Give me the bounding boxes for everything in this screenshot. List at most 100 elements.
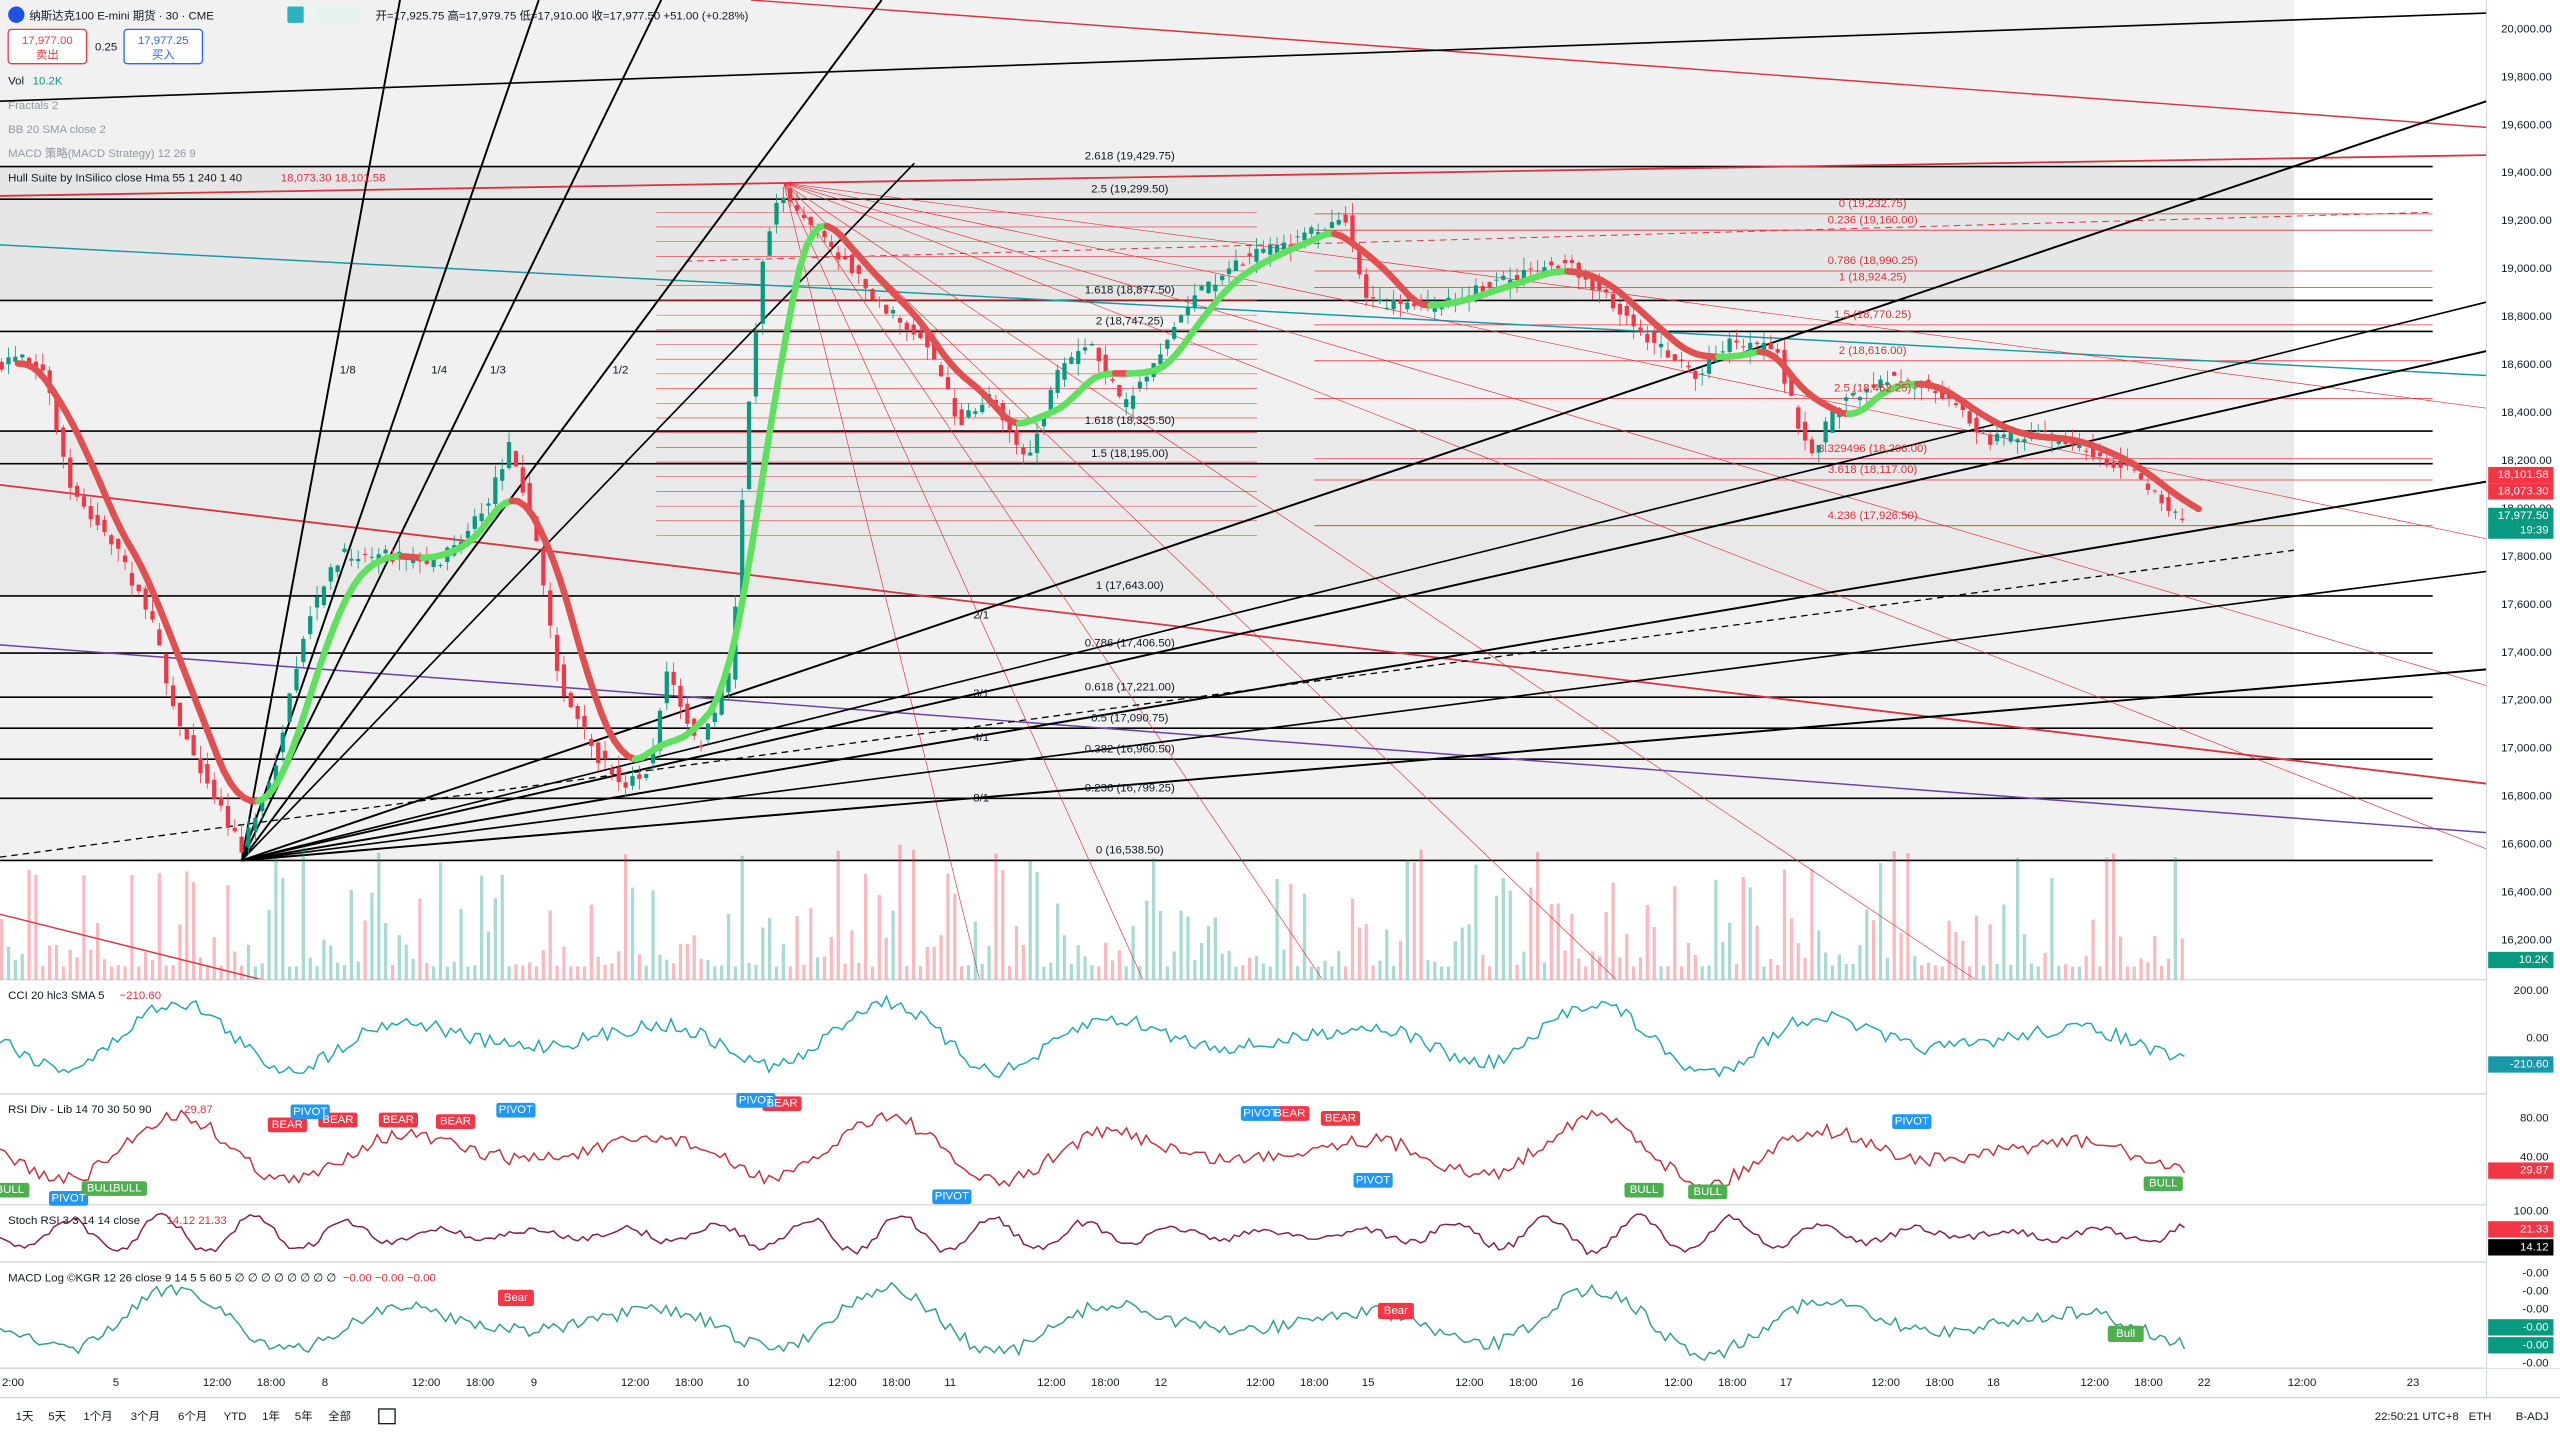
volume-bar [946,873,950,980]
candle-body [1302,232,1307,241]
candle-body [1268,244,1273,255]
volume-bar [233,951,237,980]
volume-bar [267,909,271,980]
candle-body [1967,411,1972,424]
buy-button[interactable] [123,28,204,65]
range-button[interactable]: 6个月 [178,1410,207,1423]
candle-body [362,553,368,556]
candle-body [177,702,183,727]
candle-body [2166,496,2171,511]
pane-title[interactable]: CCI 20 hlc3 SMA 5 [8,990,104,1002]
trend-line [685,211,2433,262]
signal-label: Bear [1384,1305,1408,1317]
signal-marker [1624,1182,1664,1198]
volume-bar [1035,872,1039,980]
pane-value: −0.00 −0.00 −0.00 [343,1272,436,1284]
volume-bar [109,966,113,980]
range-button[interactable]: 5天 [48,1411,66,1423]
volume-bar [102,959,107,980]
candle-body [918,331,923,339]
pane-title[interactable]: MACD Log ©KGR 12 26 close 9 14 5 5 60 5 … [8,1272,336,1284]
hull-line [323,625,337,651]
volume-bar [2153,936,2157,980]
time-axis-label: 8 [322,1377,328,1389]
symbol-logo [8,6,25,23]
volume-bar [445,966,449,980]
candle-body [1028,452,1033,456]
volume-bar [768,917,772,980]
candle-body [68,457,73,488]
volume-bar [2064,964,2068,980]
candle-body [0,361,4,370]
sell-label[interactable]: 卖出 [36,48,59,62]
range-button[interactable]: YTD [224,1411,247,1423]
range-button[interactable]: 3个月 [131,1410,160,1423]
range-button[interactable]: 1个月 [83,1410,112,1423]
volume-bar [281,877,285,980]
volume-bar [932,947,936,980]
indicator-name[interactable]: Hull Suite by InSilico close Hma 55 1 24… [8,172,242,184]
volume-bar [1988,924,1992,980]
candle-body [1665,350,1671,358]
buy-label[interactable]: 买入 [152,49,175,62]
candle-body [781,197,786,204]
sell-price[interactable]: 17,977.00 [22,35,73,47]
volume-bar [596,956,600,980]
range-button[interactable]: 1年 [262,1409,280,1423]
price-axis-label: 17,600.00 [2501,599,2552,611]
candle-body [1412,303,1417,307]
candle-body [1864,388,1869,393]
session-toggle[interactable]: ETH [2469,1411,2492,1423]
volume-bar [905,966,909,980]
range-button[interactable]: 5年 [295,1409,313,1423]
volume-bar [459,908,463,980]
volume-bar [569,966,573,980]
indicator-name[interactable]: Vol [8,76,24,88]
candle-body [829,242,834,247]
volume-bar [493,898,497,980]
candle-body [1240,264,1245,266]
status-pill[interactable] [313,6,363,23]
axes: 20,000.00 19,800.00 19,600.00 19,400.00 19,2… [2,23,2554,1389]
candle-body [2036,430,2041,432]
axis-tag [2488,1337,2554,1354]
symbol-title[interactable]: 纳斯达克100 E-mini 期货 · 30 · CME [29,8,214,22]
time-axis-label: 18:00 [882,1377,911,1389]
range-button[interactable]: 全部 [328,1409,351,1423]
candle-body [170,685,176,707]
pane-title[interactable]: RSI Div - Lib 14 70 30 50 90 [8,1104,151,1116]
range-button[interactable]: 1天 [16,1411,34,1423]
candle-body [328,567,333,582]
sell-button[interactable] [7,28,88,65]
volume-bar [1508,890,1512,980]
volume-bar [726,914,731,980]
pane-axis-label: -210.60 [2510,1059,2549,1071]
candle-body [424,558,429,564]
volume-bar [1652,926,1656,980]
adjust-toggle[interactable]: B-ADJ [2516,1411,2549,1423]
pane-title[interactable]: Stoch RSI 3 3 14 14 close [8,1215,140,1227]
candle-body [705,723,711,740]
indicator-name[interactable]: MACD 策略(MACD Strategy) 12 26 9 [8,146,196,160]
volume-bar [1158,910,1163,980]
volume-bar [665,959,669,980]
price-axis-label: 17,000.00 [2501,743,2552,755]
hull-line [789,264,803,304]
indicator-name[interactable]: Fractals 2 [8,100,58,112]
buy-price[interactable]: 17,977.25 [138,35,189,47]
time-axis-label: 12:00 [1664,1377,1693,1389]
flag-icon[interactable] [287,6,304,23]
candle-body [1233,260,1239,271]
indicator-name[interactable]: BB 20 SMA close 2 [8,124,106,136]
volume-bar [870,966,875,980]
candle-body [527,483,532,515]
time-axis-label: 9 [531,1377,537,1389]
volume-bar [301,846,305,980]
date-picker-icon[interactable] [378,1408,396,1425]
volume-bar [1474,864,1478,980]
candle-body [1556,265,1561,269]
fib-label: 2.5 (18,462.25) [1834,383,1912,395]
price-tag [2488,951,2554,969]
volume-bar [822,956,827,980]
candle-body [1322,229,1328,231]
